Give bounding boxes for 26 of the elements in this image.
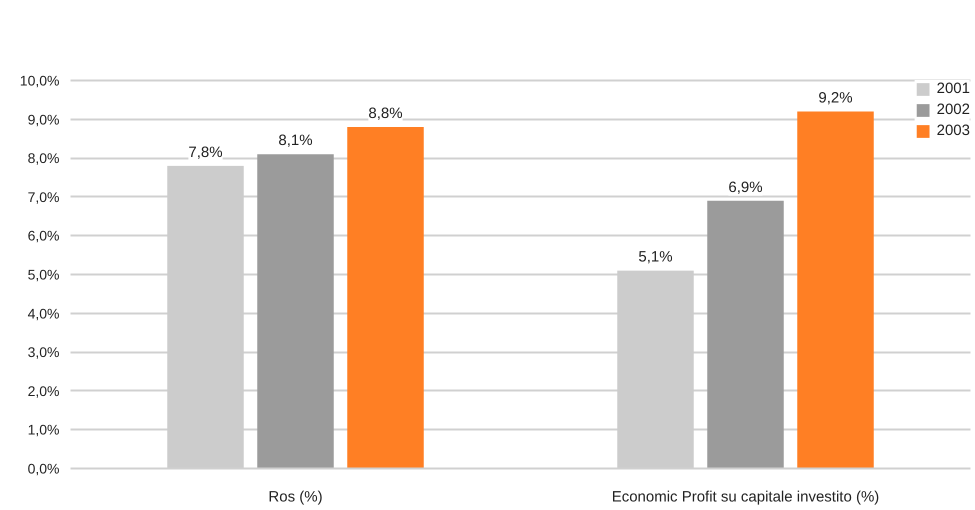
legend-label: 2002 xyxy=(936,101,970,118)
bar xyxy=(797,112,874,468)
y-tick-label: 9,0% xyxy=(28,111,60,128)
data-label: 9,2% xyxy=(818,90,853,107)
y-tick-label: 8,0% xyxy=(28,150,60,166)
legend-label: 2003 xyxy=(936,122,970,139)
x-tick-label: Economic Profit su capitale investito (%) xyxy=(612,488,880,506)
y-tick-label: 6,0% xyxy=(28,228,60,244)
data-label: 8,1% xyxy=(278,132,313,150)
y-tick-label: 1,0% xyxy=(28,422,60,438)
x-tick-label: Ros (%) xyxy=(268,488,323,506)
data-label: 7,8% xyxy=(188,144,223,161)
bar xyxy=(257,154,334,468)
y-tick-label: 0,0% xyxy=(28,460,60,476)
data-label: 6,9% xyxy=(728,178,763,196)
data-label: 8,8% xyxy=(368,105,403,122)
y-tick-label: 5,0% xyxy=(28,266,60,282)
y-tick-label: 3,0% xyxy=(28,344,60,360)
legend-label: 2001 xyxy=(936,80,970,97)
y-tick-label: 2,0% xyxy=(28,382,60,399)
y-tick-label: 7,0% xyxy=(28,188,60,205)
y-tick-label: 10,0% xyxy=(20,72,60,88)
data-label: 5,1% xyxy=(638,248,673,266)
y-tick-label: 4,0% xyxy=(28,305,60,322)
bar xyxy=(707,200,784,468)
bar xyxy=(347,127,424,468)
